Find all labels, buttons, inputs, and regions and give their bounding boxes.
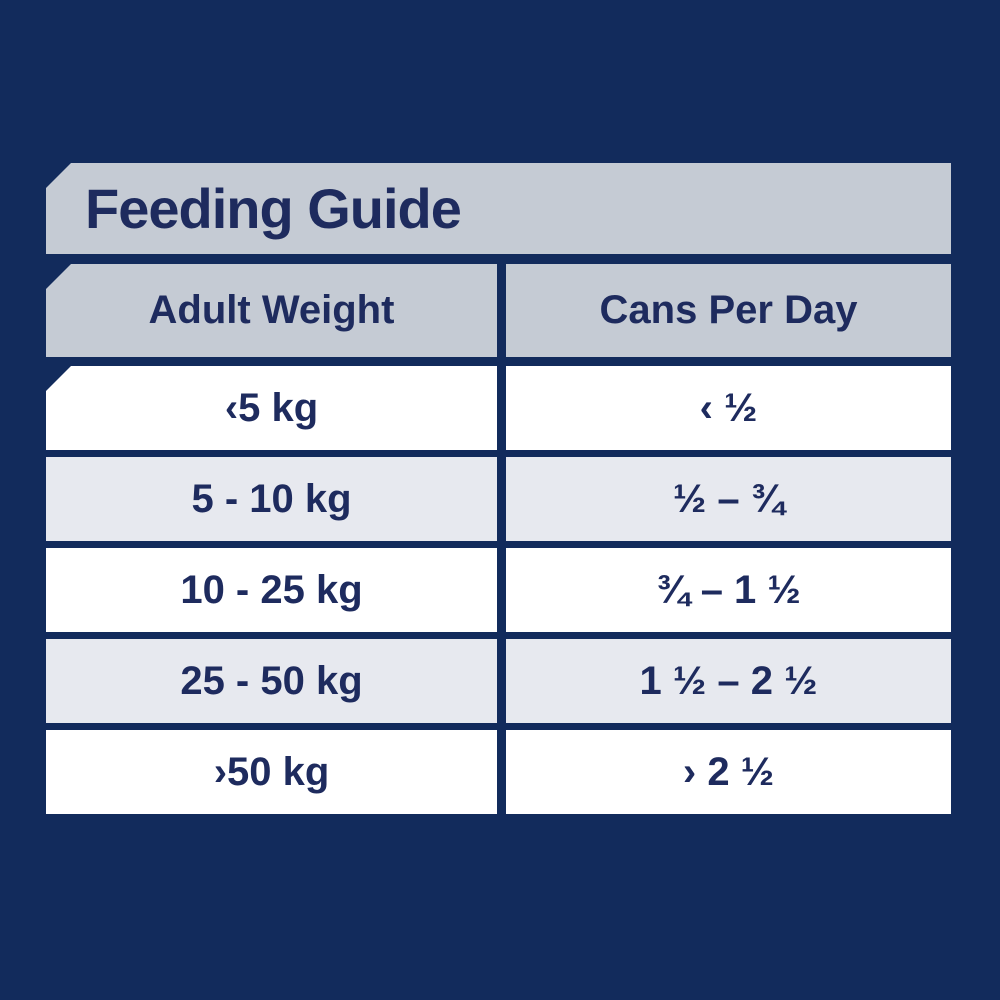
weight-cell: 10 - 25 kg: [46, 548, 497, 632]
weight-cell: 5 - 10 kg: [46, 457, 497, 541]
page-title: Feeding Guide: [85, 177, 462, 240]
table-row: 10 - 25 kg ¾ – 1 ½: [46, 548, 951, 632]
cans-cell: ½ – ¾: [506, 457, 951, 541]
weight-cell: ›50 kg: [46, 730, 497, 814]
cans-cell: 1 ½ – 2 ½: [506, 639, 951, 723]
weight-cell: ‹5 kg: [46, 366, 497, 450]
cans-cell: › 2 ½: [506, 730, 951, 814]
cans-cell: ¾ – 1 ½: [506, 548, 951, 632]
table-row: ‹5 kg ‹ ½: [46, 366, 951, 450]
title-band: Feeding Guide: [46, 163, 951, 254]
cans-cell: ‹ ½: [506, 366, 951, 450]
feeding-guide-table: Feeding Guide Adult Weight Cans Per Day …: [46, 163, 951, 814]
weight-cell: 25 - 50 kg: [46, 639, 497, 723]
table-row: ›50 kg › 2 ½: [46, 730, 951, 814]
column-header-cans-per-day: Cans Per Day: [506, 264, 951, 357]
table-header-row: Adult Weight Cans Per Day: [46, 264, 951, 357]
table-row: 5 - 10 kg ½ – ¾: [46, 457, 951, 541]
table-row: 25 - 50 kg 1 ½ – 2 ½: [46, 639, 951, 723]
column-header-adult-weight: Adult Weight: [46, 264, 497, 357]
